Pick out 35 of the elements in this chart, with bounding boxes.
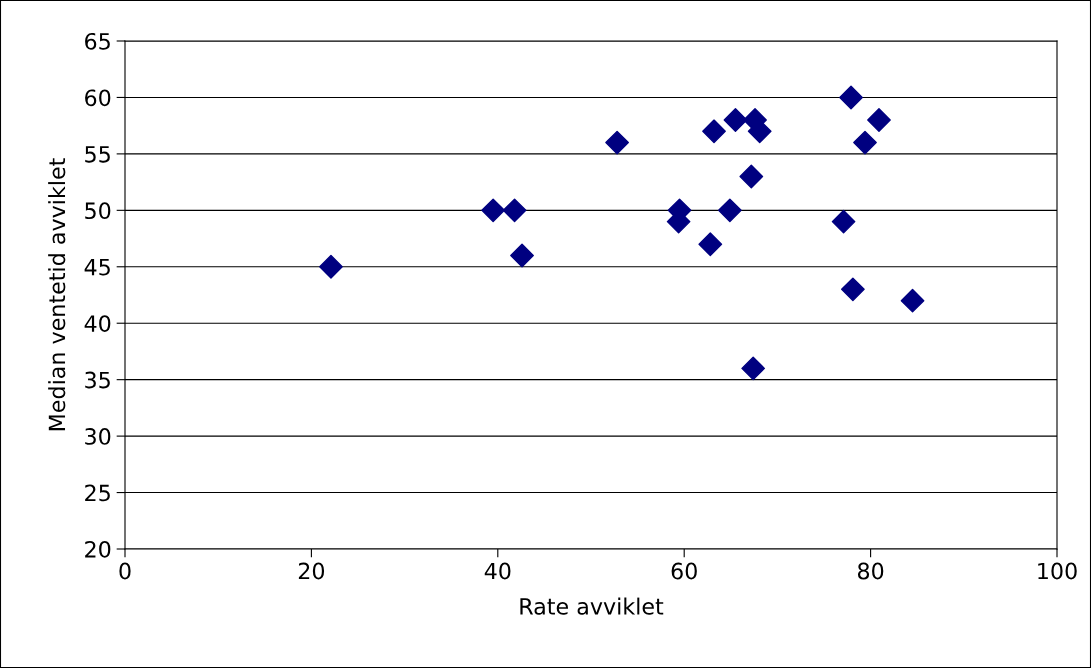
y-tick-label: 40 bbox=[84, 315, 111, 332]
y-tick-label: 55 bbox=[85, 146, 110, 163]
x-tick-label: 100 bbox=[1038, 562, 1077, 580]
point bbox=[741, 356, 766, 381]
point bbox=[839, 85, 863, 110]
point bbox=[481, 198, 506, 223]
y-tick-label: 65 bbox=[85, 32, 110, 50]
x-tick-label: 80 bbox=[857, 562, 884, 580]
x-axis-title: Rate avviklet bbox=[520, 597, 664, 615]
point bbox=[840, 277, 865, 302]
point bbox=[723, 108, 748, 132]
point bbox=[605, 130, 629, 155]
point bbox=[702, 119, 726, 144]
y-tick-label: 30 bbox=[85, 428, 111, 445]
y-tick-label: 35 bbox=[85, 371, 110, 389]
point bbox=[717, 198, 742, 223]
x-tick-label: 60 bbox=[671, 562, 697, 580]
point bbox=[510, 243, 534, 268]
point bbox=[319, 254, 343, 279]
point bbox=[853, 130, 877, 155]
point bbox=[698, 232, 723, 257]
y-tick-label: 20 bbox=[85, 540, 111, 558]
x-tick-label: 0 bbox=[119, 562, 131, 580]
y-axis-title: Median ventetid avviklet bbox=[48, 158, 66, 431]
y-tick-label: 60 bbox=[85, 89, 111, 107]
x-tick-label: 20 bbox=[298, 562, 325, 580]
point bbox=[900, 288, 925, 313]
x-tick-label: 40 bbox=[484, 562, 511, 580]
point bbox=[502, 198, 527, 223]
y-tick-label: 50 bbox=[85, 202, 111, 220]
point bbox=[867, 108, 891, 132]
y-tick-label: 45 bbox=[84, 259, 110, 276]
y-tick-label: 25 bbox=[85, 484, 110, 502]
point bbox=[739, 164, 764, 189]
point bbox=[831, 209, 856, 234]
